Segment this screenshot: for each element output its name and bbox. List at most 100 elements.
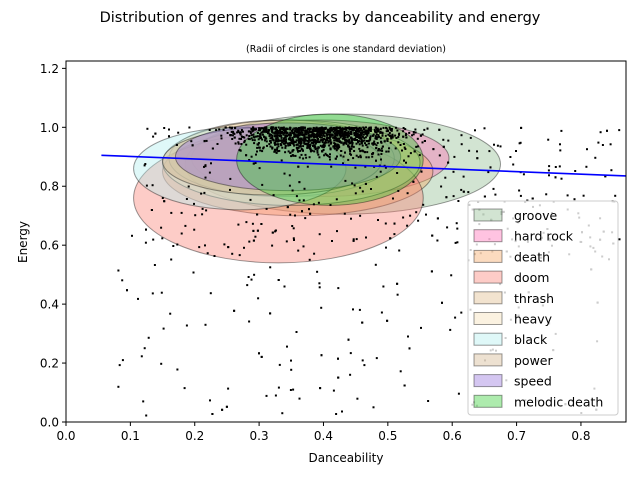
scatter-point [250,137,253,140]
scatter-point [332,136,335,139]
scatter-point [247,276,250,278]
scatter-point [251,222,254,225]
scatter-point [364,142,366,145]
scatter-point [266,144,268,147]
scatter-point [145,228,147,231]
scatter-point [397,189,400,192]
scatter-point [335,137,338,140]
scatter-point [361,190,364,193]
scatter-point [291,225,294,227]
scatter-point [339,154,342,157]
scatter-point [318,128,321,131]
scatter-point [216,143,219,145]
scatter-point [318,233,321,236]
scatter-point [366,140,368,143]
scatter-point [375,144,378,147]
scatter-point [314,148,317,151]
scatter-point [385,246,387,249]
scatter-point [261,127,264,130]
legend-label-power: power [514,353,553,368]
scatter-point [293,131,296,134]
scatter-point [460,188,463,191]
scatter-point [347,134,350,137]
scatter-point [232,132,235,134]
scatter-point [193,228,196,231]
scatter-point [492,187,495,190]
scatter-point [271,146,274,149]
legend-swatch-melodic-death [473,394,503,408]
scatter-point [330,126,333,129]
scatter-point [188,126,191,129]
y-tick-label: 1.2 [40,62,59,76]
scatter-point [574,170,577,172]
scatter-point [349,149,351,152]
scatter-point [354,137,356,140]
scatter-point [238,131,241,134]
scatter-point [436,239,439,242]
scatter-point [406,192,409,195]
scatter-point [335,149,338,152]
scatter-point [238,254,241,257]
scatter-point [329,153,331,156]
scatter-point [146,127,149,130]
scatter-point [262,130,265,132]
scatter-point [404,134,407,137]
scatter-point [278,149,281,152]
scatter-point [170,211,173,214]
scatter-point [320,139,323,142]
scatter-point [304,153,307,156]
scatter-point [301,210,303,213]
scatter-point [363,137,366,140]
scatter-point [383,140,386,143]
scatter-point [319,144,322,147]
scatter-point [253,142,256,145]
scatter-point [391,136,394,139]
scatter-point [512,163,515,166]
scatter-point [369,138,372,141]
scatter-point [297,146,300,149]
scatter-point [299,133,302,136]
scatter-point [184,224,187,227]
scatter-point [355,130,358,132]
scatter-point [336,139,339,142]
scatter-point [277,134,280,137]
scatter-point [261,133,264,136]
scatter-point [328,137,331,140]
scatter-point [329,204,332,206]
scatter-point [279,130,282,133]
scatter-point [319,127,322,130]
scatter-point [381,131,384,134]
scatter-point [152,238,155,241]
scatter-point [343,141,346,144]
scatter-point [306,146,309,149]
scatter-point [548,165,551,168]
scatter-point [378,135,381,138]
scatter-point [359,154,362,157]
scatter-point [467,191,470,194]
scatter-point [264,128,267,131]
scatter-point [350,217,352,220]
scatter-point [283,285,286,288]
scatter-point [328,136,331,139]
scatter-point [329,128,332,130]
scatter-point [320,134,323,137]
scatter-point [282,128,285,131]
scatter-point [316,136,319,139]
scatter-point [292,139,295,142]
scatter-point [160,226,163,229]
scatter-point [209,399,211,402]
scatter-point [262,128,265,130]
scatter-point [294,140,297,143]
scatter-point [284,141,287,144]
scatter-point [271,231,274,234]
scatter-point [281,128,284,131]
x-tick-label: 0.0 [56,429,75,443]
scatter-point [343,134,346,137]
scatter-point [318,130,321,133]
scatter-point [256,132,259,134]
scatter-point [237,223,240,226]
scatter-point [290,142,293,145]
scatter-point [386,319,389,322]
scatter-point [194,214,197,217]
scatter-point [349,150,352,153]
